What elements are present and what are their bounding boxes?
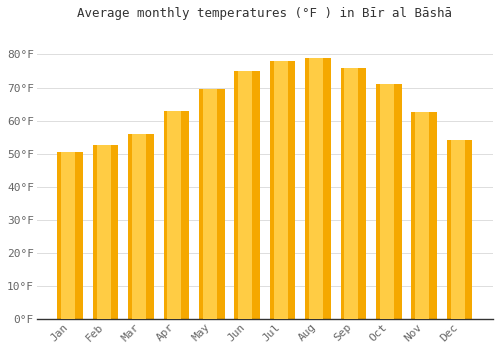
Bar bbox=[168, 111, 181, 319]
Bar bbox=[61, 152, 75, 319]
Bar bbox=[238, 71, 252, 319]
Bar bbox=[305, 58, 330, 319]
Bar bbox=[93, 145, 118, 319]
Bar bbox=[340, 68, 366, 319]
Bar bbox=[164, 111, 189, 319]
Bar bbox=[447, 140, 472, 319]
Bar bbox=[380, 84, 394, 319]
Bar bbox=[58, 152, 83, 319]
Title: Average monthly temperatures (°F ) in Bīr al Bāshā: Average monthly temperatures (°F ) in Bī… bbox=[78, 7, 452, 20]
Bar bbox=[274, 61, 287, 319]
Bar bbox=[376, 84, 402, 319]
Bar bbox=[344, 68, 358, 319]
Bar bbox=[199, 89, 224, 319]
Bar bbox=[234, 71, 260, 319]
Bar bbox=[128, 134, 154, 319]
Bar bbox=[412, 112, 437, 319]
Bar bbox=[132, 134, 146, 319]
Bar bbox=[309, 58, 323, 319]
Bar bbox=[96, 145, 110, 319]
Bar bbox=[415, 112, 429, 319]
Bar bbox=[450, 140, 464, 319]
Bar bbox=[202, 89, 217, 319]
Bar bbox=[270, 61, 295, 319]
